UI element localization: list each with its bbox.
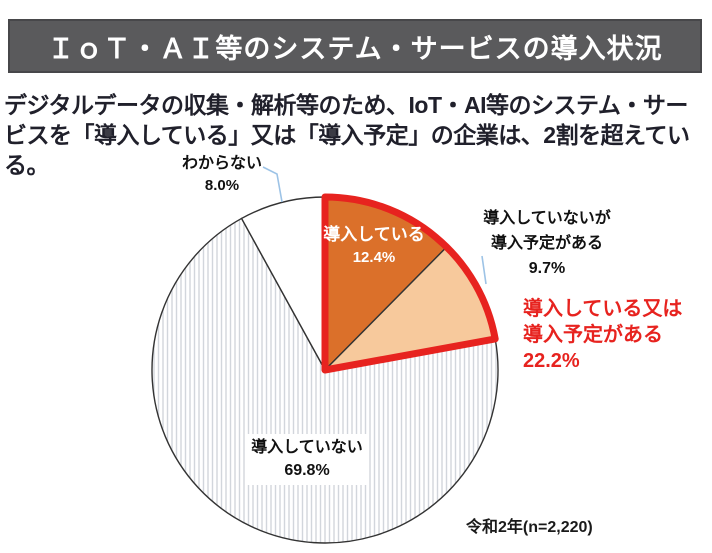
highlight-slice-outline — [321, 193, 499, 374]
slice-label-adopted-value: 12.4% — [352, 249, 396, 266]
callout-unknown-value: 8.0% — [204, 177, 240, 194]
page-title: ＩｏＴ・ＡＩ等のシステム・サービスの導入状況 — [47, 33, 663, 64]
slice-label-adopted-text: 導入している — [323, 225, 425, 244]
callout-planned-label-line-2: 導入予定がある — [490, 235, 603, 252]
leader-line-unknown — [262, 166, 283, 203]
callout-planned-value: 9.7% — [528, 260, 566, 277]
slice-label-not-adopted-text: 導入していない — [251, 439, 363, 456]
highlight-annotation: 導入している又は 導入予定がある 22.2% — [523, 296, 709, 374]
callout-planned-label-line-1: 導入していないが — [483, 210, 611, 227]
title-banner: ＩｏＴ・ＡＩ等のシステム・サービスの導入状況 — [8, 19, 702, 73]
pie-slice-3 — [151, 217, 499, 544]
pie-slices — [151, 196, 499, 544]
slice-label-adopted: 導入している 12.4% — [304, 224, 444, 266]
callout-unknown-label: わからない — [181, 155, 262, 172]
lead-line-2: ビスを「導入している」又は「導入予定」の企業は、2割を超えている。 — [4, 122, 690, 178]
lead-text: デジタルデータの収集・解析等のため、IoT・AI等のシステム・サー ビスを「導入… — [4, 90, 710, 180]
highlight-annotation-value: 22.2% — [523, 350, 580, 372]
survey-note: 令和2年(n=2,220) — [466, 519, 593, 536]
highlight-annotation-line-2: 導入予定がある — [523, 324, 663, 346]
slice-label-not-adopted-value: 69.8% — [284, 462, 330, 479]
callout-unknown: わからない 8.0% — [157, 154, 287, 194]
leader-line-planned — [481, 255, 487, 285]
slice-label-not-adopted: 導入していない 69.8% — [247, 434, 367, 485]
highlight-annotation-line-1: 導入している又は — [523, 298, 683, 320]
lead-line-1: デジタルデータの収集・解析等のため、IoT・AI等のシステム・サー — [4, 92, 688, 118]
callout-planned: 導入していないが 導入予定がある 9.7% — [466, 206, 628, 281]
